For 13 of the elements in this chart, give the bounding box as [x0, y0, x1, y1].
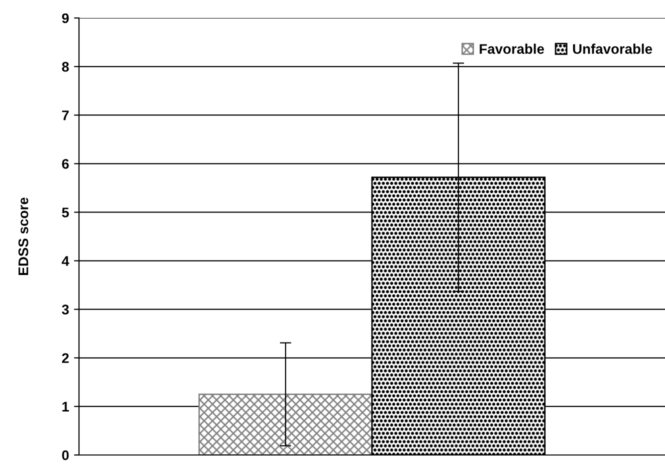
- y-tick-label: 1: [62, 402, 69, 412]
- y-axis-title: EDSS score: [18, 198, 28, 275]
- y-tick-label: 7: [62, 110, 69, 120]
- y-tick-label: 8: [62, 62, 69, 72]
- legend-label: Unfavorable: [573, 44, 652, 54]
- y-tick-label: 6: [62, 159, 69, 169]
- y-tick-label: 5: [62, 208, 69, 218]
- legend-label: Favorable: [480, 44, 544, 54]
- y-tick-label: 2: [62, 353, 69, 363]
- y-tick-label: 4: [62, 256, 70, 266]
- y-tick-label: 3: [62, 304, 69, 315]
- y-tick-label: 9: [62, 13, 69, 24]
- y-tick-label: 0: [62, 450, 69, 460]
